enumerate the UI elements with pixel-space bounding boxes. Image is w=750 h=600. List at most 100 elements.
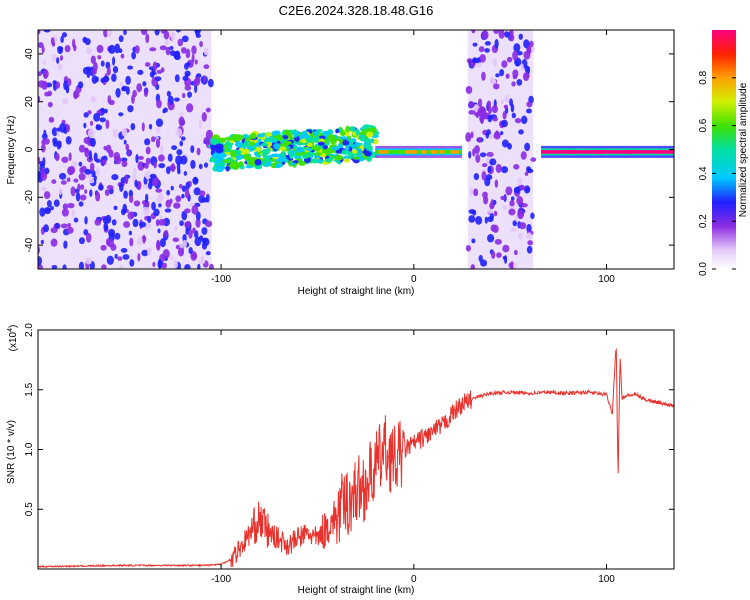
heatmap-cell: [97, 55, 102, 60]
heatmap-cell: [203, 75, 207, 83]
heatmap-cell: [107, 239, 115, 248]
heatmap-cell: [255, 146, 262, 152]
heatmap-cell: [157, 154, 165, 162]
heatmap-cell: [105, 119, 110, 130]
heatmap-cell: [511, 112, 516, 119]
heatmap-cell: [91, 75, 98, 84]
heatmap-cell: [104, 189, 110, 197]
heatmap-cell: [242, 142, 250, 148]
heatmap-cell: [199, 190, 206, 197]
heatmap-cell: [481, 30, 489, 40]
heatmap-cell: [143, 89, 148, 98]
heatmap-cell: [50, 205, 54, 211]
heatmap-cell: [174, 225, 179, 231]
heatmap-cell: [156, 196, 163, 203]
heatmap-cell: [205, 251, 211, 256]
heatmap-cell: [50, 37, 55, 45]
heatmap-cell: [518, 33, 523, 40]
heatmap-cell: [313, 145, 321, 152]
heatmap-cell: [292, 160, 299, 164]
heatmap-cell: [161, 262, 167, 269]
heatmap-cell: [144, 138, 151, 146]
heatmap-cell: [324, 158, 333, 163]
heatmap-cell: [51, 127, 58, 137]
heatmap-cell: [119, 182, 124, 193]
heatmap-cell: [159, 45, 167, 51]
heatmap-cell: [151, 175, 159, 186]
heatmap-cell: [274, 163, 281, 169]
heatmap-cell: [163, 230, 169, 237]
heatmap-cell: [504, 94, 510, 103]
heatmap-cell: [263, 158, 271, 163]
heatmap-cell: [521, 203, 528, 208]
heatmap-cell: [503, 104, 509, 109]
heatmap-cell: [178, 183, 183, 189]
heatmap-cell: [260, 142, 269, 147]
heatmap-cell: [494, 179, 499, 188]
heatmap-cell: [173, 97, 180, 102]
heatmap-cell: [344, 130, 350, 137]
heatmap-cell: [140, 30, 148, 36]
heatmap-cell: [501, 166, 509, 174]
snr-y-multiplier: (x104): [7, 325, 19, 352]
heatmap-cell: [615, 149, 622, 154]
heatmap-cell: [73, 217, 79, 223]
heatmap-cell: [60, 35, 64, 43]
heatmap-cell: [345, 125, 350, 133]
heatmap-cell: [158, 203, 162, 208]
heatmap-cell: [482, 163, 488, 168]
heatmap-cell: [151, 201, 156, 211]
spectrogram-ylabel: Frequency (Hz): [6, 116, 17, 185]
heatmap-cell: [342, 140, 350, 146]
heatmap-cell: [472, 209, 477, 216]
spectrogram-xtick-label: 0: [411, 274, 417, 285]
heatmap-cell: [42, 138, 50, 145]
heatmap-cell: [366, 131, 374, 138]
heatmap-cell: [78, 201, 84, 207]
heatmap-cell: [508, 262, 515, 269]
heatmap-cell: [628, 149, 635, 154]
spectrogram-ytick-label: -20: [24, 190, 35, 205]
heatmap-cell: [492, 116, 498, 122]
heatmap-cell: [175, 195, 182, 203]
heatmap-cell: [135, 153, 139, 164]
heatmap-cell: [515, 215, 519, 222]
heatmap-cell: [46, 200, 52, 208]
heatmap-cell: [133, 200, 141, 207]
heatmap-cell: [95, 124, 103, 131]
heatmap-cell: [169, 198, 173, 204]
heatmap-cell: [473, 172, 480, 181]
heatmap-cell: [144, 170, 152, 180]
heatmap-cell: [438, 149, 445, 154]
heatmap-cell: [185, 48, 191, 59]
heatmap-cell: [142, 81, 147, 87]
snr-xtick-label: 0: [411, 574, 417, 585]
heatmap-cell: [489, 76, 496, 84]
heatmap-cell: [181, 185, 187, 192]
heatmap-cell: [530, 212, 535, 220]
heatmap-cell: [235, 155, 243, 161]
heatmap-cell: [171, 145, 178, 151]
heatmap-cell: [492, 58, 498, 67]
heatmap-cell: [474, 145, 480, 155]
heatmap-cell: [61, 208, 69, 217]
heatmap-cell: [526, 45, 532, 55]
heatmap-cell: [160, 67, 165, 73]
heatmap-cell: [473, 188, 479, 197]
heatmap-cell: [526, 232, 532, 240]
heatmap-cell: [78, 173, 86, 181]
heatmap-cell: [112, 66, 119, 74]
heatmap-cell: [499, 69, 505, 77]
heatmap-cell: [141, 122, 145, 132]
heatmap-cell: [42, 60, 47, 65]
heatmap-cell: [48, 116, 55, 123]
heatmap-cell: [493, 83, 500, 90]
heatmap-cell: [217, 156, 223, 163]
heatmap-cell: [468, 110, 476, 115]
heatmap-cell: [66, 124, 71, 133]
heatmap-cell: [188, 247, 193, 254]
heatmap-cell: [100, 244, 107, 251]
heatmap-cell: [38, 256, 43, 266]
heatmap-cell: [339, 136, 349, 140]
heatmap-cell: [137, 69, 144, 75]
